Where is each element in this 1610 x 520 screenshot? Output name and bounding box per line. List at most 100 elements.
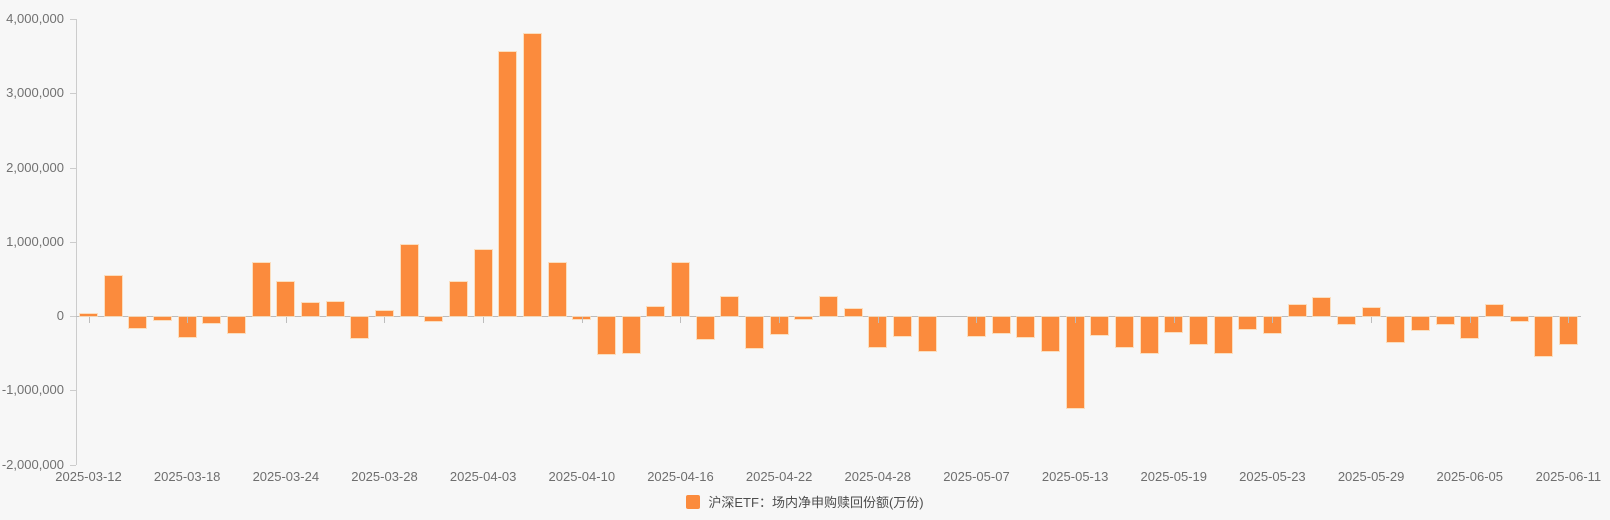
bar[interactable] — [621, 316, 641, 354]
x-axis-label: 2025-04-16 — [647, 469, 714, 484]
bar[interactable] — [1139, 315, 1159, 355]
bar[interactable] — [1410, 315, 1430, 332]
bar[interactable] — [1312, 297, 1332, 317]
y-axis-label: -1,000,000 — [1, 382, 64, 398]
x-axis-tick — [581, 317, 583, 323]
x-axis-label: 2025-03-28 — [351, 469, 418, 484]
bar[interactable] — [424, 316, 444, 322]
x-axis-tick — [779, 317, 781, 323]
x-axis-tick — [1469, 317, 1471, 323]
x-axis-label: 2025-05-13 — [1041, 469, 1109, 484]
y-axis-label: 3,000,000 — [6, 85, 64, 101]
bar[interactable] — [103, 274, 123, 317]
bar[interactable] — [498, 51, 518, 317]
bar[interactable] — [79, 312, 98, 318]
x-axis-label: 2025-05-29 — [1337, 469, 1405, 484]
bar[interactable] — [399, 244, 419, 317]
bar[interactable] — [152, 316, 172, 321]
bar[interactable] — [917, 315, 937, 353]
x-axis-tick — [1173, 317, 1175, 323]
bar[interactable] — [646, 305, 666, 318]
bar[interactable] — [202, 316, 222, 324]
bar[interactable] — [966, 315, 986, 338]
x-axis-label: 2025-04-22 — [745, 469, 813, 484]
bar[interactable] — [1361, 307, 1381, 317]
bar[interactable] — [1287, 303, 1307, 317]
bar[interactable] — [670, 262, 690, 317]
bar[interactable] — [596, 315, 616, 356]
bar[interactable] — [818, 296, 838, 317]
bar[interactable] — [1065, 315, 1085, 410]
x-axis-tick — [1075, 317, 1077, 323]
y-axis-tick — [70, 19, 76, 20]
bar[interactable] — [1460, 316, 1480, 339]
bar[interactable] — [1040, 315, 1060, 353]
bar[interactable] — [448, 280, 468, 317]
x-axis-tick — [680, 317, 682, 323]
bar[interactable] — [1262, 315, 1282, 335]
bar[interactable] — [350, 316, 370, 339]
bar[interactable] — [868, 316, 888, 348]
bar[interactable] — [276, 280, 296, 317]
bar[interactable] — [473, 248, 493, 317]
bar[interactable] — [1213, 316, 1233, 354]
y-axis-tick — [70, 390, 76, 392]
x-axis-label: 2025-06-11 — [1535, 469, 1602, 484]
bar[interactable] — [128, 316, 148, 329]
x-axis-tick — [483, 317, 485, 323]
bar[interactable] — [300, 302, 320, 317]
y-axis-line — [76, 19, 77, 465]
bar[interactable] — [1188, 316, 1208, 345]
bar[interactable] — [720, 296, 740, 317]
bar[interactable] — [744, 315, 764, 350]
x-axis-tick — [976, 317, 978, 323]
x-axis-label: 2025-04-28 — [844, 469, 912, 484]
bar[interactable] — [1114, 315, 1134, 349]
x-axis-zero-line — [76, 316, 1581, 317]
legend-label: 沪深ETF：场内净申购赎回份额(万份) — [708, 495, 924, 510]
bar[interactable] — [325, 300, 345, 317]
bar[interactable] — [1238, 316, 1258, 330]
x-axis-label: 2025-04-03 — [449, 469, 517, 484]
bar[interactable] — [522, 32, 542, 317]
x-axis-tick — [384, 317, 386, 323]
legend-swatch-icon — [686, 494, 701, 509]
y-axis-tick — [70, 93, 76, 95]
bar[interactable] — [1534, 315, 1554, 358]
bar[interactable] — [991, 316, 1011, 334]
x-axis-tick — [877, 317, 879, 323]
y-axis-label: -2,000,000 — [1, 456, 64, 472]
bar[interactable] — [769, 316, 789, 335]
bar[interactable] — [1336, 315, 1356, 326]
y-axis-tick — [70, 241, 76, 243]
bar[interactable] — [843, 307, 863, 317]
bar[interactable] — [547, 262, 567, 317]
bar[interactable] — [892, 316, 912, 337]
bar[interactable] — [794, 316, 814, 320]
legend[interactable]: 沪深ETF：场内净申购赎回份额(万份) — [0, 492, 1610, 511]
y-axis-label: 2,000,000 — [6, 159, 64, 175]
x-axis-label: 2025-06-05 — [1436, 469, 1503, 484]
x-axis-tick — [285, 317, 287, 323]
y-axis-tick — [70, 464, 76, 466]
x-axis-tick — [1272, 317, 1274, 323]
bar[interactable] — [374, 310, 394, 317]
y-axis-tick — [70, 167, 76, 169]
bar[interactable] — [1016, 315, 1036, 339]
bar[interactable] — [695, 315, 715, 341]
bar[interactable] — [1509, 315, 1529, 323]
x-axis-label: 2025-04-10 — [548, 469, 616, 484]
x-axis-label: 2025-05-23 — [1239, 469, 1306, 484]
x-axis-tick — [1371, 317, 1373, 323]
bar[interactable] — [177, 315, 197, 339]
bar[interactable] — [1558, 315, 1578, 346]
bar[interactable] — [1435, 315, 1455, 326]
bar[interactable] — [1164, 316, 1184, 333]
bar[interactable] — [1484, 304, 1504, 317]
bar[interactable] — [1090, 316, 1110, 336]
y-axis-tick — [70, 316, 76, 317]
bar[interactable] — [251, 262, 271, 317]
bar[interactable] — [1386, 315, 1406, 344]
x-axis-label: 2025-05-19 — [1140, 469, 1208, 484]
bar[interactable] — [226, 316, 246, 334]
